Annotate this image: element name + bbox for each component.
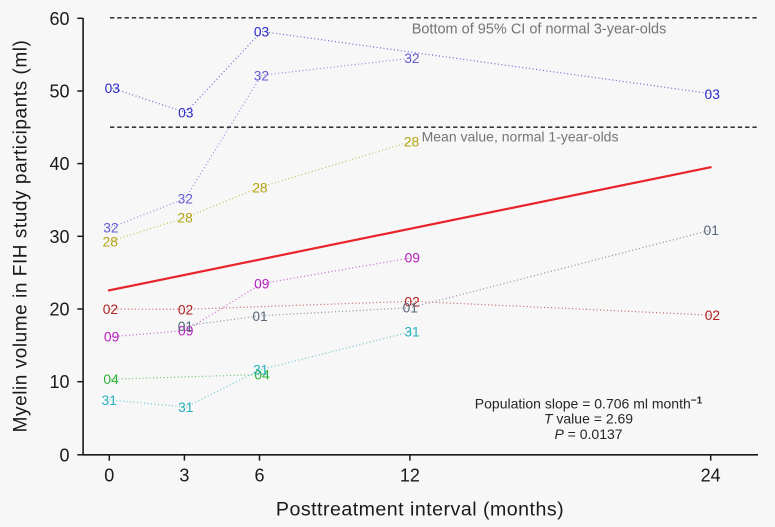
svg-text:09: 09 <box>104 330 120 345</box>
svg-text:6: 6 <box>254 465 264 485</box>
svg-text:03: 03 <box>705 87 721 102</box>
svg-text:20: 20 <box>49 300 69 320</box>
svg-text:Bottom of 95% CI of normal 3-y: Bottom of 95% CI of normal 3-year-olds <box>412 21 667 37</box>
svg-text:09: 09 <box>254 277 270 292</box>
svg-text:02: 02 <box>103 302 118 317</box>
svg-text:Population slope = 0.706 ml mo: Population slope = 0.706 ml month−1 <box>475 395 703 412</box>
svg-text:28: 28 <box>252 180 268 195</box>
svg-text:01: 01 <box>252 309 267 324</box>
svg-text:T value = 2.69: T value = 2.69 <box>544 411 633 427</box>
svg-text:40: 40 <box>49 154 69 174</box>
svg-text:24: 24 <box>701 465 721 485</box>
svg-text:32: 32 <box>254 68 269 83</box>
svg-text:31: 31 <box>178 400 193 415</box>
svg-text:3: 3 <box>179 465 189 485</box>
svg-text:P = 0.0137: P = 0.0137 <box>554 426 622 442</box>
svg-text:30: 30 <box>49 227 69 247</box>
svg-text:03: 03 <box>254 24 270 39</box>
svg-text:03: 03 <box>178 106 194 121</box>
svg-text:32: 32 <box>178 191 193 206</box>
svg-text:12: 12 <box>400 465 420 485</box>
svg-text:01: 01 <box>403 301 418 316</box>
svg-text:60: 60 <box>49 9 69 29</box>
svg-text:50: 50 <box>49 82 69 102</box>
svg-text:09: 09 <box>405 251 421 266</box>
svg-text:0: 0 <box>59 445 69 465</box>
svg-text:02: 02 <box>178 302 193 317</box>
svg-text:31: 31 <box>404 324 419 339</box>
svg-text:02: 02 <box>705 308 720 323</box>
svg-text:Myelin volume in FIH study par: Myelin volume in FIH study participants … <box>11 40 32 433</box>
svg-text:09: 09 <box>178 324 194 339</box>
svg-text:Posttreatment interval (months: Posttreatment interval (months) <box>276 499 564 521</box>
svg-text:01: 01 <box>704 223 719 238</box>
svg-text:0: 0 <box>104 465 114 485</box>
svg-text:31: 31 <box>102 393 117 408</box>
svg-text:28: 28 <box>103 234 119 249</box>
svg-text:31: 31 <box>253 363 268 378</box>
svg-text:32: 32 <box>404 51 419 66</box>
svg-text:28: 28 <box>177 211 193 226</box>
svg-text:32: 32 <box>103 221 118 236</box>
svg-text:04: 04 <box>103 372 119 387</box>
svg-text:03: 03 <box>105 81 121 96</box>
svg-text:10: 10 <box>49 372 69 392</box>
svg-text:01: 01 <box>178 319 193 334</box>
svg-text:Mean value, normal 1-year-olds: Mean value, normal 1-year-olds <box>422 129 619 145</box>
svg-text:28: 28 <box>404 134 420 149</box>
svg-text:02: 02 <box>404 294 419 309</box>
svg-text:04: 04 <box>254 368 270 383</box>
